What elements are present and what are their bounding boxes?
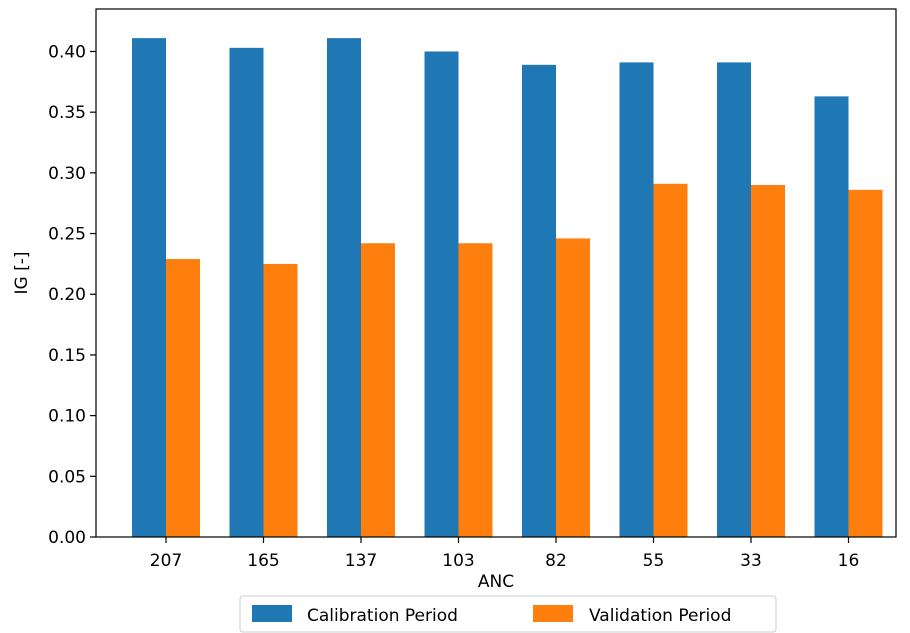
x-tick-label: 103 <box>442 551 474 571</box>
x-tick-label: 82 <box>545 551 567 571</box>
x-tick-label: 33 <box>740 551 762 571</box>
validation-bar-137 <box>361 243 395 537</box>
y-tick-label: 0.10 <box>48 407 86 427</box>
x-tick-label: 16 <box>838 551 860 571</box>
y-axis-label: IG [-] <box>12 252 32 295</box>
validation-bar-82 <box>556 238 590 537</box>
legend-swatch-calibration <box>252 605 292 622</box>
y-tick-label: 0.20 <box>48 285 86 305</box>
validation-bar-55 <box>653 183 688 538</box>
y-tick-label: 0.05 <box>48 467 86 487</box>
y-tick-label: 0.40 <box>48 42 86 62</box>
calibration-bar-207 <box>132 38 166 537</box>
validation-bar-16 <box>848 189 883 538</box>
y-tick-label: 0.00 <box>48 528 86 548</box>
x-tick-label: 55 <box>643 551 665 571</box>
legend-label-validation: Validation Period <box>589 606 731 626</box>
validation-bar-207 <box>166 259 200 537</box>
validation-bar-33 <box>751 185 785 537</box>
x-tick-label: 137 <box>345 551 377 571</box>
validation-bar-103 <box>458 243 493 537</box>
legend: Calibration Period Validation Period <box>239 595 777 633</box>
calibration-bar-137 <box>327 38 361 537</box>
calibration-bar-82 <box>522 64 556 538</box>
x-tick-label: 207 <box>150 551 182 571</box>
x-tick-label: 165 <box>247 551 279 571</box>
legend-box <box>239 595 777 633</box>
calibration-bar-103 <box>424 51 459 537</box>
bars-group <box>132 38 883 538</box>
y-axis: 0.00 0.05 0.10 0.15 0.20 0.25 0.30 0.35 0.40 <box>48 42 96 548</box>
calibration-bar-165 <box>229 47 264 538</box>
calibration-bar-33 <box>717 62 751 538</box>
x-axis: 207 165 137 103 82 55 33 16 <box>150 537 860 571</box>
y-tick-label: 0.15 <box>48 346 86 366</box>
legend-label-calibration: Calibration Period <box>307 606 458 626</box>
y-tick-label: 0.25 <box>48 225 86 245</box>
validation-bar-165 <box>263 263 298 537</box>
calibration-bar-55 <box>619 62 654 538</box>
plot-frame <box>95 8 897 538</box>
y-tick-label: 0.30 <box>48 164 86 184</box>
legend-swatch-validation <box>533 605 573 622</box>
y-tick-label: 0.35 <box>48 103 86 123</box>
x-axis-label: ANC <box>478 572 514 592</box>
calibration-bar-16 <box>814 96 849 538</box>
